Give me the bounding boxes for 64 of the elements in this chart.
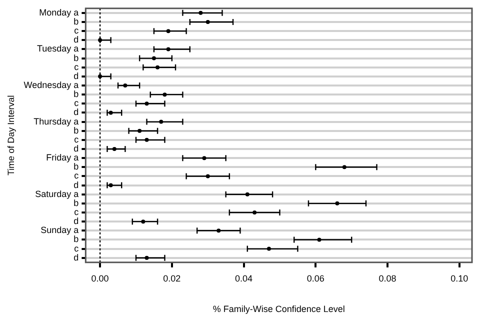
x-tick-label: 0.02 — [163, 273, 181, 284]
point — [335, 201, 340, 206]
point — [245, 192, 250, 196]
point — [252, 210, 257, 215]
y-tick-label: Tuesday a — [36, 44, 79, 54]
y-tick-label: c — [74, 134, 80, 144]
y-tick-label: c — [74, 243, 80, 254]
y-tick-label: c — [74, 170, 80, 181]
y-tick-label: d — [74, 70, 79, 81]
y-tick-label: Saturday a — [35, 188, 79, 199]
point — [342, 165, 346, 170]
point — [162, 92, 167, 97]
y-tick-label: d — [74, 216, 79, 226]
y-tick-label: b — [74, 52, 79, 63]
y-tick-label: d — [74, 143, 79, 154]
point — [156, 65, 160, 70]
y-tick-label: d — [74, 107, 79, 118]
y-tick-label: c — [74, 26, 80, 36]
point — [216, 228, 221, 233]
y-tick-label: b — [74, 16, 79, 26]
y-tick-label: b — [74, 162, 79, 172]
y-tick-label: Friday a — [46, 152, 79, 163]
x-tick-label: 0.08 — [378, 273, 396, 284]
x-tick-label: 0.06 — [306, 273, 324, 284]
point — [266, 246, 271, 251]
point — [144, 102, 149, 106]
point — [98, 38, 102, 42]
y-tick-label: b — [74, 234, 79, 244]
point — [166, 29, 170, 34]
x-axis-title: % Family-Wise Confidence Level — [212, 304, 345, 314]
y-tick-label: b — [74, 89, 79, 100]
x-tick-label: 0.10 — [450, 273, 468, 284]
y-tick-label: c — [74, 206, 80, 217]
point — [98, 74, 102, 78]
y-tick-label: Monday a — [39, 7, 79, 18]
point — [166, 47, 170, 52]
point — [159, 120, 164, 124]
x-tick-label: 0.00 — [91, 273, 109, 284]
point — [123, 84, 128, 88]
point — [202, 156, 206, 160]
point — [138, 128, 142, 133]
point — [108, 183, 113, 188]
y-axis-title: Time of Day Interval — [6, 95, 16, 176]
point — [198, 10, 203, 15]
y-tick-label: b — [74, 125, 79, 136]
point — [112, 147, 116, 152]
point — [108, 110, 113, 115]
y-tick-label: d — [74, 252, 79, 262]
y-tick-label: Sunday a — [40, 225, 79, 236]
x-tick-label: 0.04 — [235, 273, 253, 284]
point — [206, 20, 210, 24]
point — [144, 138, 149, 142]
y-tick-label: Thursday a — [34, 116, 79, 126]
point — [152, 56, 156, 60]
y-tick-label: Wednesday a — [24, 80, 79, 90]
point — [144, 256, 149, 260]
y-tick-label: c — [74, 62, 80, 72]
y-tick-label: d — [74, 180, 79, 190]
y-tick-label: b — [74, 198, 79, 208]
point — [317, 238, 322, 242]
point — [206, 174, 210, 178]
y-tick-label: c — [74, 98, 80, 108]
point — [141, 220, 146, 224]
y-tick-label: d — [74, 34, 79, 45]
